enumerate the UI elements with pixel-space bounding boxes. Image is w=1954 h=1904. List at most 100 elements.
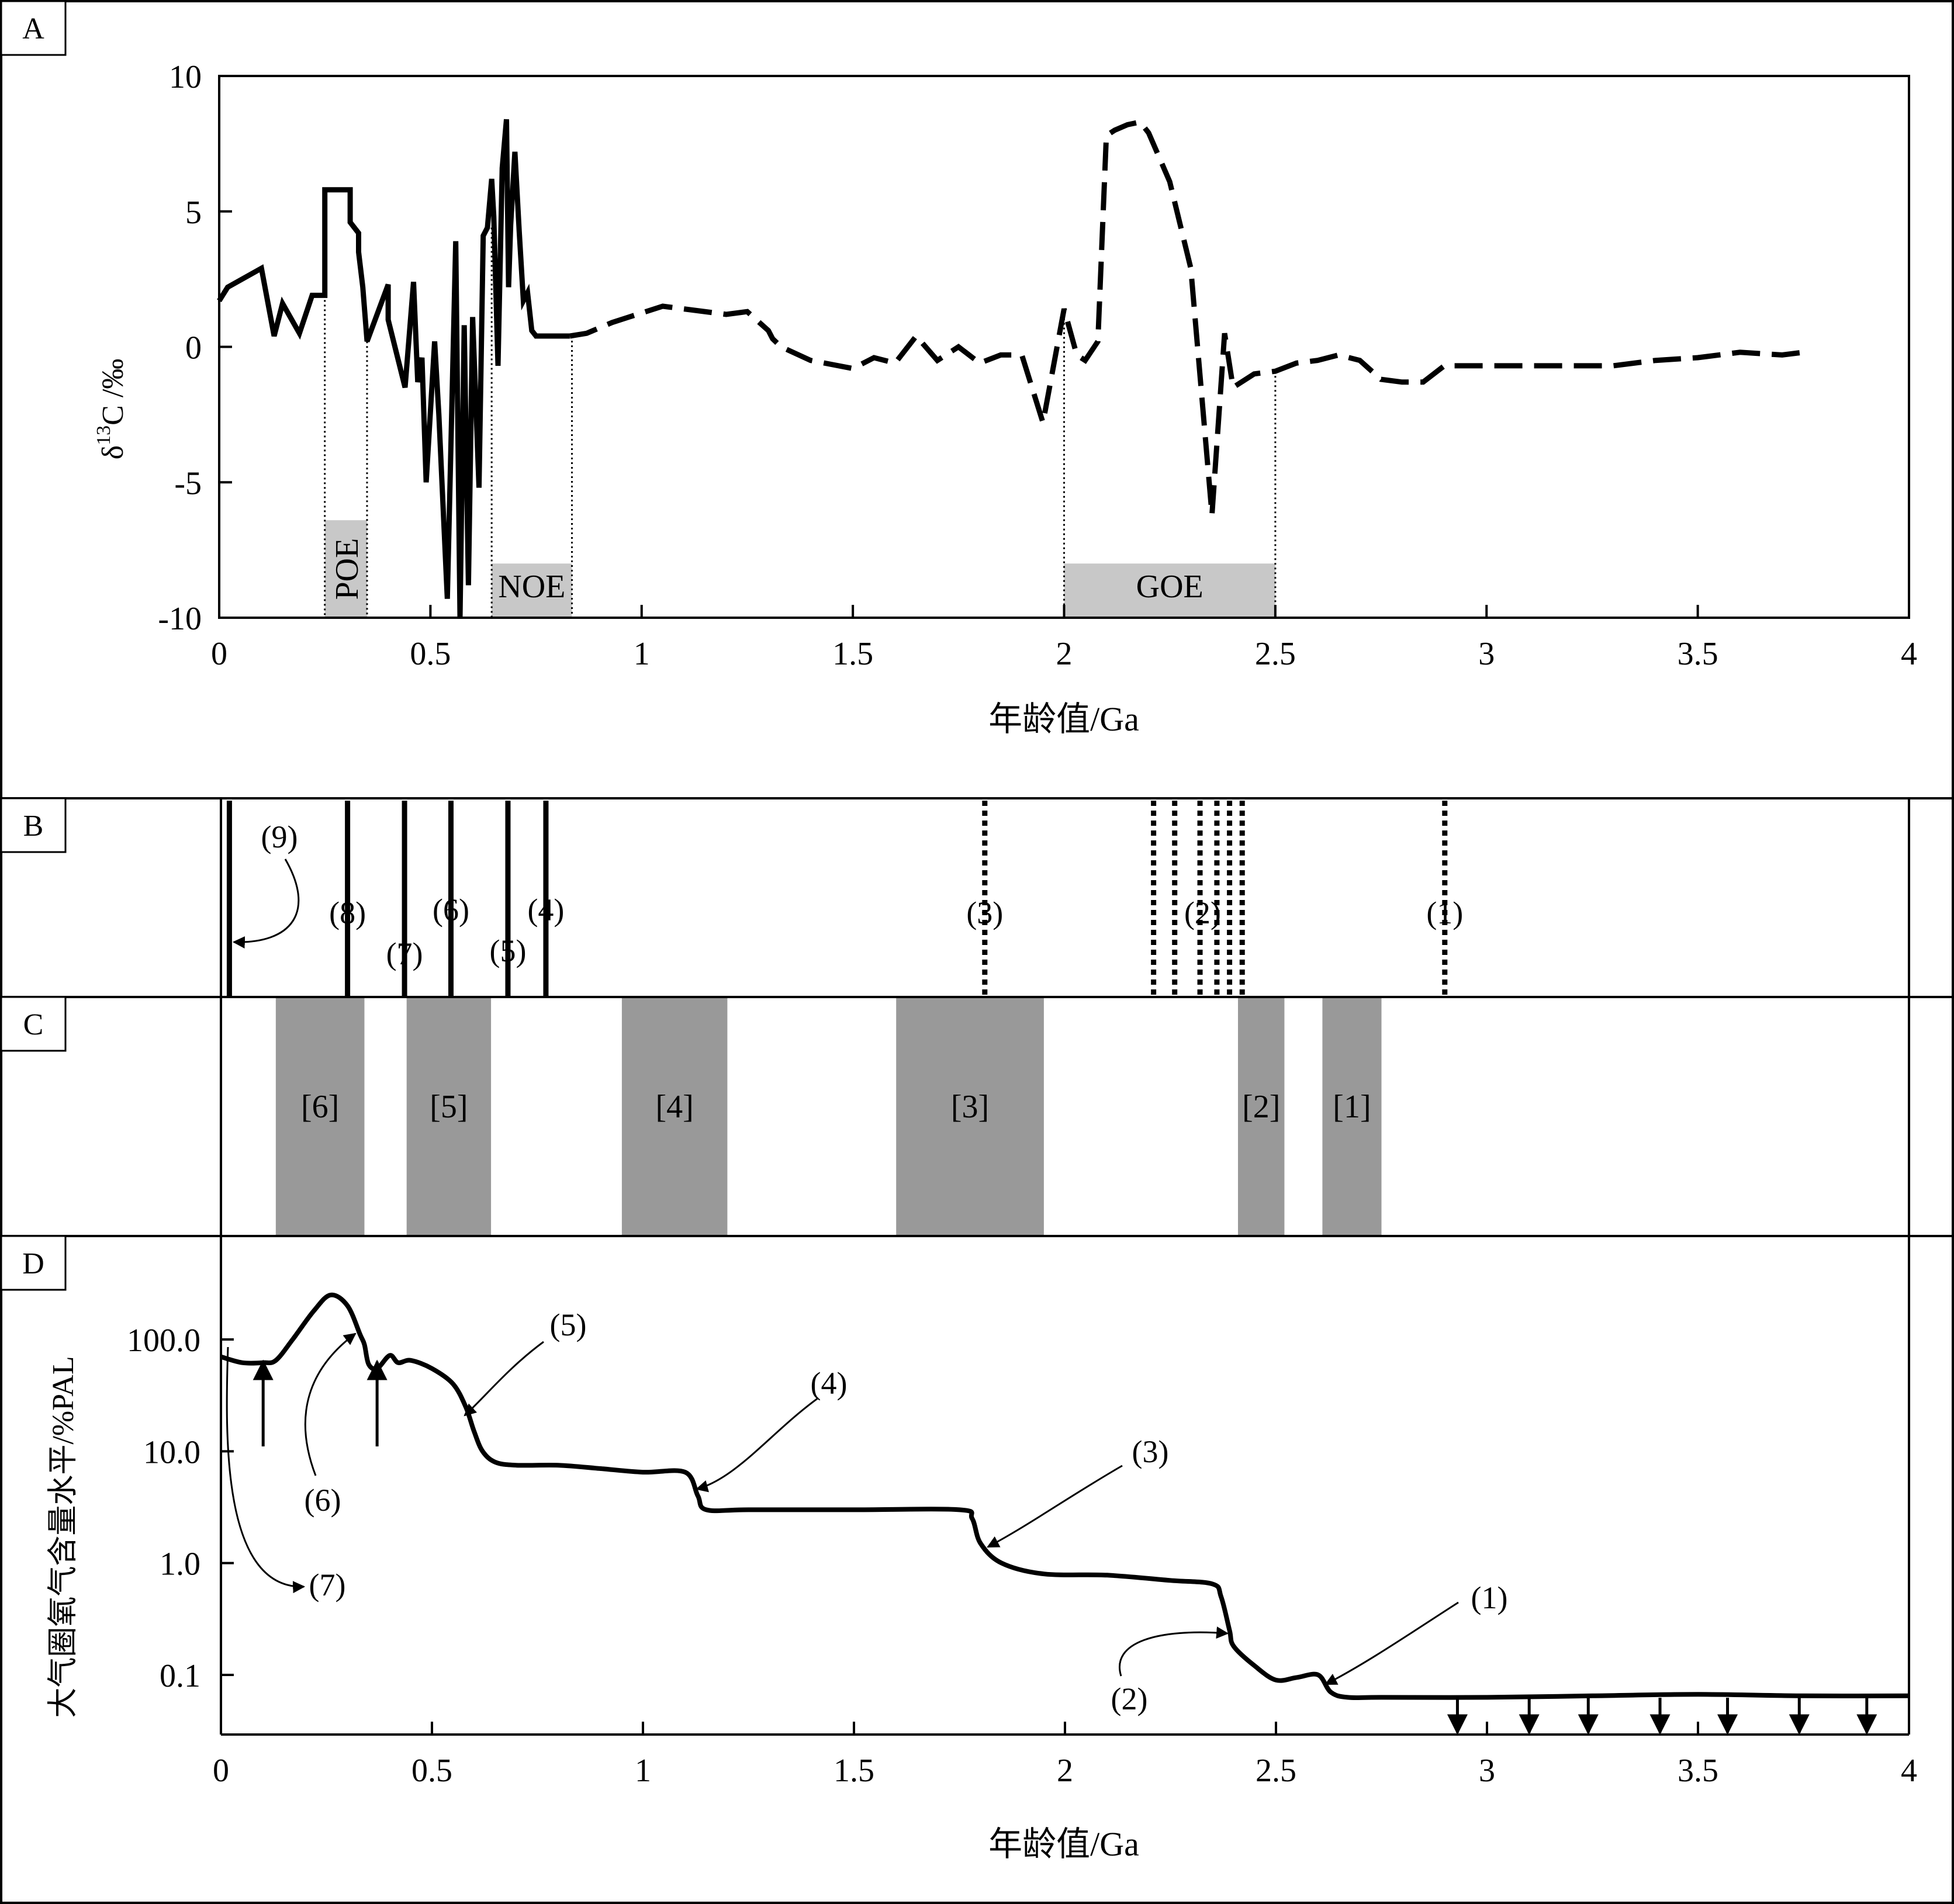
c-interval-box	[406, 998, 492, 1235]
d-x-tick-label: 3.5	[1678, 1753, 1718, 1789]
svg-text:(6): (6)	[305, 1483, 341, 1518]
a-x-tick-label: 1.5	[832, 636, 873, 672]
a-y-tick-label: 0	[185, 330, 202, 366]
d-y-tick-label: 10.0	[143, 1434, 200, 1470]
annotation-6: (6)	[305, 1332, 357, 1518]
annotation-1: (1)	[1324, 1580, 1508, 1685]
a-band-label-poe: POE	[329, 538, 365, 600]
annotation-7: (7)	[226, 1346, 346, 1602]
d-y-tick-label: 100.0	[127, 1323, 200, 1359]
panel-tag-c: C	[0, 996, 67, 1052]
a-x-tick-label: 2.5	[1255, 636, 1296, 672]
d-x-tick-label: 0	[213, 1753, 229, 1789]
a-x-tick-label: 0	[211, 636, 227, 672]
a-band-goe	[1064, 563, 1275, 618]
panel-tag-a: A	[0, 0, 67, 56]
svg-text:B: B	[23, 809, 44, 843]
a-band-label-goe: GOE	[1136, 569, 1203, 605]
d-x-tick-label: 3	[1479, 1753, 1495, 1789]
c-interval-box	[1322, 998, 1382, 1235]
d-x-axis-title: 年龄值/Ga	[988, 1825, 1139, 1863]
b-event-label: (4)	[527, 892, 564, 927]
a-y-tick-label: 5	[185, 195, 202, 231]
a-series-lines	[217, 119, 1804, 618]
a-event-bands: POE NOE GOE	[324, 520, 1275, 618]
a-x-ticks: 0 0.5 1 1.5 2 2.5 3 3.5 4	[211, 605, 1917, 672]
d-y-tick-label: 1.0	[160, 1546, 200, 1583]
svg-text:(4): (4)	[811, 1366, 848, 1401]
annotation-3: (3)	[987, 1434, 1169, 1548]
b-event-label: (7)	[386, 936, 423, 971]
annotation-4: (4)	[695, 1366, 848, 1493]
a-x-tick-label: 3	[1478, 636, 1495, 672]
c-interval-label: [6]	[301, 1089, 339, 1125]
c-interval-box	[621, 998, 728, 1235]
d-x-tick-label: 2	[1057, 1753, 1073, 1789]
a-x-tick-label: 4	[1901, 636, 1917, 672]
a-series-solid	[217, 119, 570, 618]
c-interval-label: [3]	[951, 1089, 989, 1125]
c-interval-label: [2]	[1242, 1089, 1280, 1125]
b-event-label: (2)	[1184, 895, 1221, 930]
d-x-tick-label: 4	[1901, 1753, 1917, 1789]
a-x-tick-label: 0.5	[410, 636, 451, 672]
panel-tag-d: D	[0, 1235, 67, 1291]
panel-a-chart: POE NOE GOE 0 0.5 1 1.5 2 2.5 3 3.5 4 -10 -5 0 5 10 年龄…	[93, 59, 1917, 738]
c-interval-boxes: [1] [2] [3] [4] [5] [6]	[275, 998, 1382, 1235]
svg-text:A: A	[22, 12, 44, 46]
b-event-label: (5)	[489, 933, 526, 968]
a-band-poe	[324, 520, 367, 618]
a-band-label-noe: NOE	[498, 569, 565, 605]
a-y-tick-label: -5	[174, 465, 202, 501]
svg-text:(7): (7)	[309, 1567, 346, 1602]
svg-text:(1): (1)	[1471, 1580, 1508, 1615]
b-event-lines: (1) (2) (3) (4)(5) (6) (7) (8) (9)	[226, 801, 1463, 996]
d-y-ticks: 0.1 1.0 10.0 100.0	[127, 1323, 234, 1694]
d-x-tick-label: 1	[635, 1753, 651, 1789]
b-event-label: (6)	[433, 892, 469, 927]
b-event-label: (3)	[966, 895, 1003, 930]
d-x-tick-label: 0.5	[411, 1753, 452, 1789]
d-y-axis-title: 大气圈氧气含量水平/%PAL	[47, 1356, 80, 1718]
svg-text:D: D	[22, 1247, 44, 1280]
c-interval-box	[1238, 998, 1285, 1235]
b-event-label: (9)	[261, 819, 298, 854]
svg-text:(2): (2)	[1111, 1681, 1148, 1716]
annotation-2: (2)	[1111, 1626, 1229, 1716]
a-y-ticks: -10 -5 0 5 10	[158, 59, 232, 637]
c-interval-label: [5]	[430, 1089, 468, 1125]
d-series-line	[220, 1292, 1910, 1701]
a-y-tick-label: -10	[158, 601, 202, 637]
panel-tag-b: B	[0, 797, 67, 853]
svg-text:(5): (5)	[550, 1307, 587, 1342]
a-guide-lines	[324, 227, 1277, 618]
a-x-tick-label: 3.5	[1678, 636, 1718, 672]
d-x-tick-label: 1.5	[834, 1753, 874, 1789]
a-x-tick-label: 2	[1056, 636, 1073, 672]
b-event-label: (1)	[1426, 895, 1463, 930]
panel-d-chart: 0 0.5 1 1.5 2 2.5 3 3.5 4 0.1 1.0 10.0 100.0 (1) (2…	[47, 1236, 1917, 1863]
d-y-tick-label: 0.1	[160, 1658, 200, 1694]
annotation-5: (5)	[464, 1307, 587, 1417]
d-limit-arrows	[253, 1359, 1877, 1735]
c-interval-label: [4]	[656, 1089, 694, 1125]
a-x-axis-title: 年龄值/Ga	[988, 700, 1139, 738]
d-x-ticks: 0 0.5 1 1.5 2 2.5 3 3.5 4	[213, 1722, 1917, 1789]
svg-text:C: C	[23, 1008, 44, 1041]
svg-text:(3): (3)	[1132, 1434, 1169, 1469]
a-band-noe	[492, 563, 572, 618]
b-event-label: (8)	[329, 895, 366, 930]
d-series-curve	[220, 1292, 1910, 1701]
c-interval-box	[896, 998, 1044, 1235]
a-y-axis-title: δ13C /‰	[93, 359, 130, 460]
a-series-dashed	[569, 119, 1804, 515]
c-interval-label: [1]	[1333, 1089, 1371, 1125]
a-x-tick-label: 1	[634, 636, 650, 672]
d-x-tick-label: 2.5	[1256, 1753, 1296, 1789]
c-interval-box	[275, 998, 365, 1235]
panel-c-intervals: [1] [2] [3] [4] [5] [6]	[220, 997, 1910, 1236]
a-y-tick-label: 10	[169, 59, 202, 95]
event-9-pointer	[232, 858, 300, 949]
